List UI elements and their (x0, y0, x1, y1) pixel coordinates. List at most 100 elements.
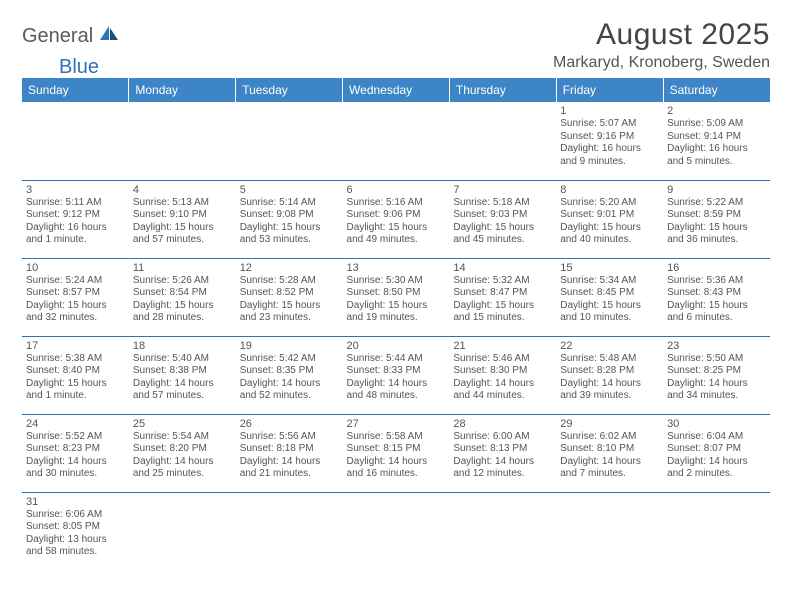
sunset-text: Sunset: 8:40 PM (26, 365, 125, 378)
daylight-text: and 10 minutes. (560, 312, 659, 325)
day-header-wed: Wednesday (343, 78, 450, 102)
day-header-thu: Thursday (449, 78, 556, 102)
calendar-cell (236, 492, 343, 570)
sunrise-text: Sunrise: 6:02 AM (560, 431, 659, 444)
calendar-cell: 18Sunrise: 5:40 AMSunset: 8:38 PMDayligh… (129, 336, 236, 414)
sunrise-text: Sunrise: 5:13 AM (133, 197, 232, 210)
daylight-text: Daylight: 14 hours (453, 378, 552, 391)
calendar-cell: 26Sunrise: 5:56 AMSunset: 8:18 PMDayligh… (236, 414, 343, 492)
sunset-text: Sunset: 8:07 PM (667, 443, 766, 456)
day-number: 2 (667, 105, 766, 117)
day-number: 13 (347, 262, 446, 274)
day-number: 5 (240, 184, 339, 196)
sunrise-text: Sunrise: 5:36 AM (667, 275, 766, 288)
sunset-text: Sunset: 8:20 PM (133, 443, 232, 456)
daylight-text: Daylight: 15 hours (240, 222, 339, 235)
sunset-text: Sunset: 8:57 PM (26, 287, 125, 300)
sunrise-text: Sunrise: 5:42 AM (240, 353, 339, 366)
day-header-sat: Saturday (663, 78, 770, 102)
sunset-text: Sunset: 8:28 PM (560, 365, 659, 378)
daylight-text: Daylight: 14 hours (26, 456, 125, 469)
day-header-row: Sunday Monday Tuesday Wednesday Thursday… (22, 78, 770, 102)
sunrise-text: Sunrise: 5:40 AM (133, 353, 232, 366)
daylight-text: and 48 minutes. (347, 390, 446, 403)
day-number: 16 (667, 262, 766, 274)
day-number: 9 (667, 184, 766, 196)
sunrise-text: Sunrise: 5:44 AM (347, 353, 446, 366)
calendar-cell: 14Sunrise: 5:32 AMSunset: 8:47 PMDayligh… (449, 258, 556, 336)
sunset-text: Sunset: 9:16 PM (560, 131, 659, 144)
calendar-cell: 1Sunrise: 5:07 AMSunset: 9:16 PMDaylight… (556, 102, 663, 180)
sunrise-text: Sunrise: 5:09 AM (667, 118, 766, 131)
sunrise-text: Sunrise: 5:48 AM (560, 353, 659, 366)
day-number: 25 (133, 418, 232, 430)
day-number: 14 (453, 262, 552, 274)
day-header-sun: Sunday (22, 78, 129, 102)
sunset-text: Sunset: 9:08 PM (240, 209, 339, 222)
daylight-text: and 25 minutes. (133, 468, 232, 481)
daylight-text: and 44 minutes. (453, 390, 552, 403)
daylight-text: and 53 minutes. (240, 234, 339, 247)
calendar-row: 24Sunrise: 5:52 AMSunset: 8:23 PMDayligh… (22, 414, 770, 492)
day-number: 19 (240, 340, 339, 352)
day-number: 29 (560, 418, 659, 430)
daylight-text: and 9 minutes. (560, 156, 659, 169)
day-number: 20 (347, 340, 446, 352)
daylight-text: and 23 minutes. (240, 312, 339, 325)
daylight-text: and 7 minutes. (560, 468, 659, 481)
daylight-text: Daylight: 15 hours (133, 222, 232, 235)
day-number: 7 (453, 184, 552, 196)
calendar-cell: 12Sunrise: 5:28 AMSunset: 8:52 PMDayligh… (236, 258, 343, 336)
daylight-text: and 39 minutes. (560, 390, 659, 403)
day-number: 8 (560, 184, 659, 196)
calendar-cell: 16Sunrise: 5:36 AMSunset: 8:43 PMDayligh… (663, 258, 770, 336)
day-number: 15 (560, 262, 659, 274)
sunrise-text: Sunrise: 6:00 AM (453, 431, 552, 444)
daylight-text: and 57 minutes. (133, 234, 232, 247)
daylight-text: Daylight: 15 hours (26, 378, 125, 391)
day-number: 10 (26, 262, 125, 274)
calendar-cell (556, 492, 663, 570)
daylight-text: Daylight: 13 hours (26, 534, 125, 547)
daylight-text: Daylight: 15 hours (667, 300, 766, 313)
calendar-row: 17Sunrise: 5:38 AMSunset: 8:40 PMDayligh… (22, 336, 770, 414)
day-number: 26 (240, 418, 339, 430)
calendar-cell: 24Sunrise: 5:52 AMSunset: 8:23 PMDayligh… (22, 414, 129, 492)
day-header-tue: Tuesday (236, 78, 343, 102)
daylight-text: Daylight: 14 hours (667, 456, 766, 469)
day-number: 1 (560, 105, 659, 117)
daylight-text: and 32 minutes. (26, 312, 125, 325)
page: General August 2025 Markaryd, Kronoberg,… (0, 0, 792, 588)
logo-text-blue: Blue (59, 56, 99, 79)
calendar-cell: 7Sunrise: 5:18 AMSunset: 9:03 PMDaylight… (449, 180, 556, 258)
location-text: Markaryd, Kronoberg, Sweden (553, 54, 770, 72)
day-number: 22 (560, 340, 659, 352)
calendar-cell: 21Sunrise: 5:46 AMSunset: 8:30 PMDayligh… (449, 336, 556, 414)
daylight-text: and 1 minute. (26, 390, 125, 403)
calendar-cell (663, 492, 770, 570)
daylight-text: Daylight: 15 hours (560, 222, 659, 235)
calendar-cell: 10Sunrise: 5:24 AMSunset: 8:57 PMDayligh… (22, 258, 129, 336)
sunset-text: Sunset: 8:30 PM (453, 365, 552, 378)
calendar-row: 3Sunrise: 5:11 AMSunset: 9:12 PMDaylight… (22, 180, 770, 258)
sunset-text: Sunset: 8:52 PM (240, 287, 339, 300)
daylight-text: Daylight: 16 hours (667, 143, 766, 156)
daylight-text: Daylight: 14 hours (133, 456, 232, 469)
calendar-cell (129, 492, 236, 570)
sunset-text: Sunset: 9:14 PM (667, 131, 766, 144)
day-number: 17 (26, 340, 125, 352)
daylight-text: and 58 minutes. (26, 546, 125, 559)
calendar-row: 31Sunrise: 6:06 AMSunset: 8:05 PMDayligh… (22, 492, 770, 570)
daylight-text: and 52 minutes. (240, 390, 339, 403)
sunset-text: Sunset: 8:35 PM (240, 365, 339, 378)
sunset-text: Sunset: 9:10 PM (133, 209, 232, 222)
calendar-cell (343, 492, 450, 570)
daylight-text: Daylight: 15 hours (26, 300, 125, 313)
daylight-text: Daylight: 15 hours (453, 222, 552, 235)
calendar-cell (449, 492, 556, 570)
calendar-row: 1Sunrise: 5:07 AMSunset: 9:16 PMDaylight… (22, 102, 770, 180)
sunset-text: Sunset: 8:59 PM (667, 209, 766, 222)
sunset-text: Sunset: 8:33 PM (347, 365, 446, 378)
sunrise-text: Sunrise: 5:50 AM (667, 353, 766, 366)
sunrise-text: Sunrise: 5:38 AM (26, 353, 125, 366)
